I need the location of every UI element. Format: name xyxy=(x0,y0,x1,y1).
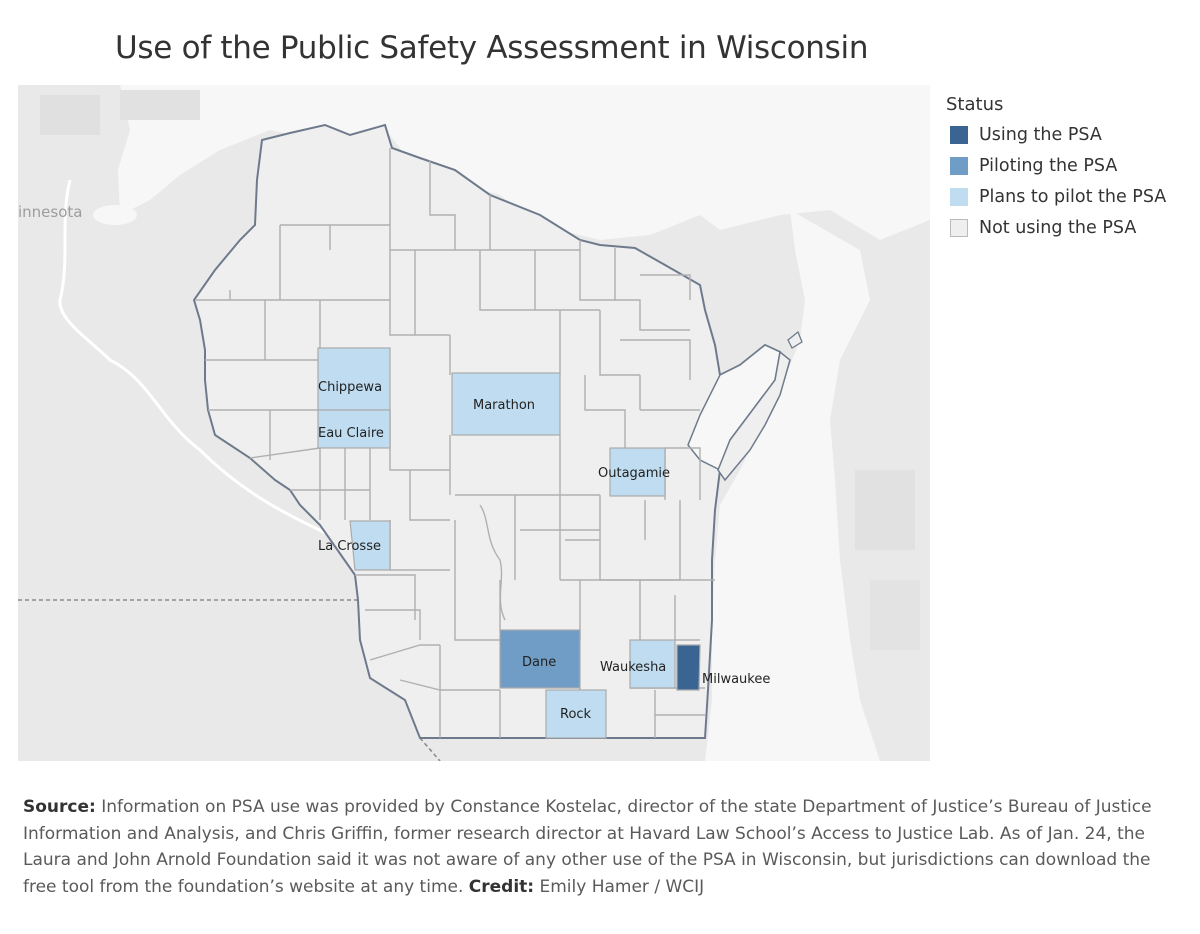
county-borders xyxy=(195,148,715,738)
county-marathon[interactable] xyxy=(451,372,561,436)
legend-item-using[interactable]: Using the PSA xyxy=(946,119,1186,150)
island xyxy=(787,330,803,349)
label-chippewa: Chippewa xyxy=(318,380,382,395)
source-text: Information on PSA use was provided by C… xyxy=(23,797,1152,897)
county-milwaukee[interactable] xyxy=(676,644,701,691)
legend-swatch-using xyxy=(950,125,968,144)
label-milwaukee: Milwaukee xyxy=(702,672,770,687)
county-waukesha[interactable] xyxy=(629,639,676,689)
lake-superior xyxy=(118,85,930,240)
legend-label: Piloting the PSA xyxy=(979,155,1118,176)
legend-swatch-piloting xyxy=(950,156,968,175)
label-eau-claire: Eau Claire xyxy=(318,426,384,441)
county-eau-claire[interactable] xyxy=(317,409,391,449)
legend-label: Not using the PSA xyxy=(979,217,1137,238)
label-outagamie: Outagamie xyxy=(598,466,670,481)
label-dane: Dane xyxy=(522,655,556,670)
source-note: Source: Information on PSA use was provi… xyxy=(23,794,1188,900)
legend: Status Using the PSA Piloting the PSA Pl… xyxy=(946,94,1186,243)
label-rock: Rock xyxy=(560,707,592,722)
county-dane[interactable] xyxy=(499,629,581,689)
lake-michigan xyxy=(705,210,880,761)
county-chippewa[interactable] xyxy=(317,347,391,411)
legend-title: Status xyxy=(946,94,1004,115)
door-peninsula xyxy=(717,350,791,482)
credit-label: Credit: xyxy=(468,876,535,897)
legend-item-plans[interactable]: Plans to pilot the PSA xyxy=(946,181,1186,212)
minnesota-lake xyxy=(93,205,137,225)
terrain-patch xyxy=(40,95,100,135)
legend-label: Using the PSA xyxy=(979,124,1102,145)
legend-item-piloting[interactable]: Piloting the PSA xyxy=(946,150,1186,181)
source-label: Source: xyxy=(23,797,96,817)
terrain-patch xyxy=(855,470,915,550)
legend-swatch-plans xyxy=(950,187,968,206)
label-marathon: Marathon xyxy=(473,398,535,413)
map-canvas[interactable]: innesota Chippewa Eau Claire Marathon Ou… xyxy=(18,85,930,761)
wisconsin-map[interactable]: innesota Chippewa Eau Claire Marathon Ou… xyxy=(18,85,930,761)
legend-swatch-not-using xyxy=(950,218,968,237)
mississippi-river xyxy=(58,179,341,542)
county-shapes[interactable] xyxy=(317,347,701,739)
label-waukesha: Waukesha xyxy=(600,660,666,675)
county-rock[interactable] xyxy=(545,689,607,739)
county-outagamie[interactable] xyxy=(609,447,666,497)
page-title: Use of the Public Safety Assessment in W… xyxy=(115,30,869,66)
minnesota-label: innesota xyxy=(18,203,82,221)
terrain-patch xyxy=(870,580,920,650)
label-la-crosse: La Crosse xyxy=(318,539,381,554)
state-boundary-dashed xyxy=(419,737,441,761)
legend-label: Plans to pilot the PSA xyxy=(979,186,1167,207)
county-la-crosse[interactable] xyxy=(349,520,391,571)
legend-item-not-using[interactable]: Not using the PSA xyxy=(946,212,1186,243)
terrain-patch xyxy=(120,90,200,120)
credit-text: Emily Hamer / WCIJ xyxy=(539,876,705,897)
